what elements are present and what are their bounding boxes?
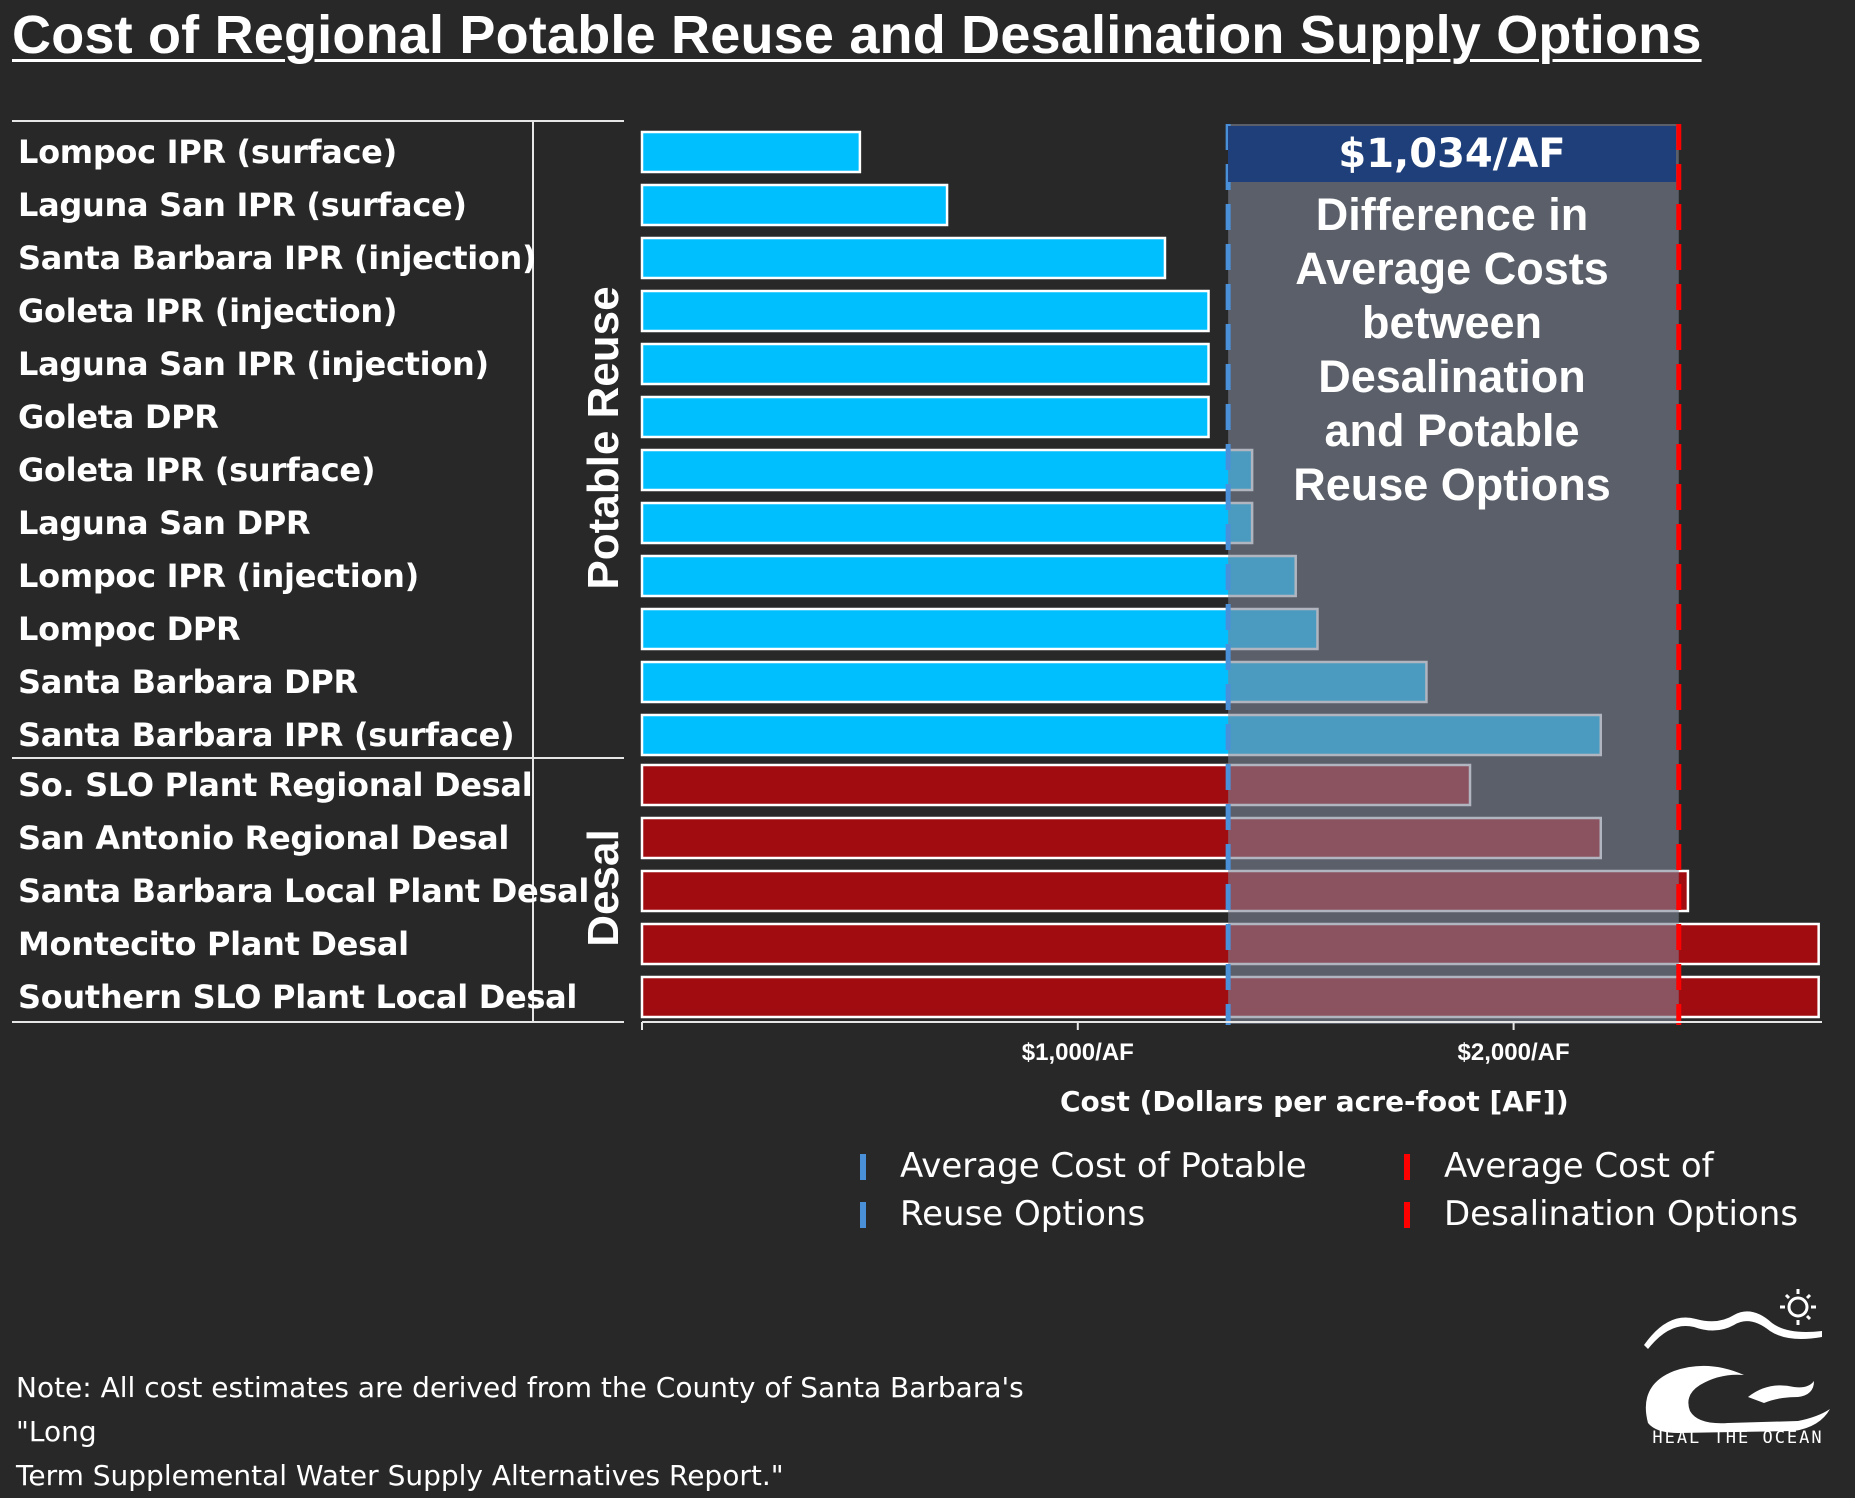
legend-marker-desal <box>1404 1154 1410 1180</box>
legend-label-desal-line2: Desalination Options <box>1444 1194 1799 1234</box>
category-label: Laguna San IPR (surface) <box>18 186 467 224</box>
group-column-rule <box>532 120 534 1023</box>
category-label: Goleta IPR (surface) <box>18 451 376 489</box>
category-label: Lompoc DPR <box>18 610 241 648</box>
wave-icon <box>1645 1365 1830 1433</box>
legend-marker-reuse <box>860 1154 866 1180</box>
category-label: Lompoc IPR (injection) <box>18 557 419 595</box>
category-label: Lompoc IPR (surface) <box>18 133 397 171</box>
sun-icon <box>1780 1289 1816 1325</box>
bar-santa-barbara-ipr-injection <box>640 236 1167 280</box>
category-label: So. SLO Plant Regional Desal <box>18 766 533 804</box>
difference-header: $1,034/AF <box>1228 126 1676 182</box>
category-label: Santa Barbara IPR (injection) <box>18 239 537 277</box>
x-tick-label: $2,000/AF <box>1458 1039 1570 1066</box>
table-bottom-rule <box>12 1021 624 1023</box>
chart-title: Cost of Regional Potable Reuse and Desal… <box>12 5 1702 65</box>
category-label: Santa Barbara Local Plant Desal <box>18 872 590 910</box>
mountain-icon <box>1644 1311 1822 1349</box>
difference-annotation: Difference in Average Costs between Desa… <box>1293 189 1611 510</box>
bar-lompoc-dpr <box>640 607 1319 651</box>
bar-chart: $1,000/AF $2,000/AF <box>640 124 1822 1066</box>
legend-marker-reuse <box>860 1202 866 1228</box>
category-label: Santa Barbara IPR (surface) <box>18 716 515 754</box>
legend-label-desal-line1: Average Cost of <box>1444 1146 1714 1186</box>
category-label: Goleta IPR (injection) <box>18 292 398 330</box>
x-tick-label: $1,000/AF <box>1022 1039 1134 1066</box>
bar-lompoc-ipr-injection <box>640 554 1297 598</box>
bar-goleta-ipr-injection <box>640 289 1210 333</box>
heal-the-ocean-logo: HEAL THE OCEAN <box>1644 1289 1830 1445</box>
category-label: Goleta DPR <box>18 398 219 436</box>
legend-label-reuse-line2: Reuse Options <box>900 1194 1146 1234</box>
bar-laguna-san-dpr <box>640 501 1254 545</box>
bar-laguna-san-ipr-injection <box>640 342 1210 386</box>
bar-laguna-san-ipr-surface <box>640 183 949 227</box>
legend-label-reuse-line1: Average Cost of Potable <box>900 1146 1307 1186</box>
category-label: Santa Barbara DPR <box>18 663 358 701</box>
x-axis-title: Cost (Dollars per acre-foot [AF]) <box>1060 1085 1569 1118</box>
source-note: Note: All cost estimates are derived fro… <box>16 1371 1024 1492</box>
legend-marker-desal <box>1404 1202 1410 1228</box>
category-label: Laguna San IPR (injection) <box>18 345 489 383</box>
logo-text: HEAL THE OCEAN <box>1652 1428 1823 1445</box>
category-label: San Antonio Regional Desal <box>18 819 510 857</box>
difference-shade <box>1228 124 1679 1024</box>
bar-goleta-dpr <box>640 395 1210 439</box>
category-label: Laguna San DPR <box>18 504 311 542</box>
category-label: Southern SLO Plant Local Desal <box>18 978 578 1016</box>
group-divider-rule <box>12 757 624 759</box>
bar-goleta-ipr-surface <box>640 448 1254 492</box>
dolphin-icon <box>1748 1381 1814 1403</box>
table-top-rule <box>12 120 624 122</box>
category-label: Montecito Plant Desal <box>18 925 409 963</box>
bar-lompoc-ipr-surface <box>640 130 862 174</box>
